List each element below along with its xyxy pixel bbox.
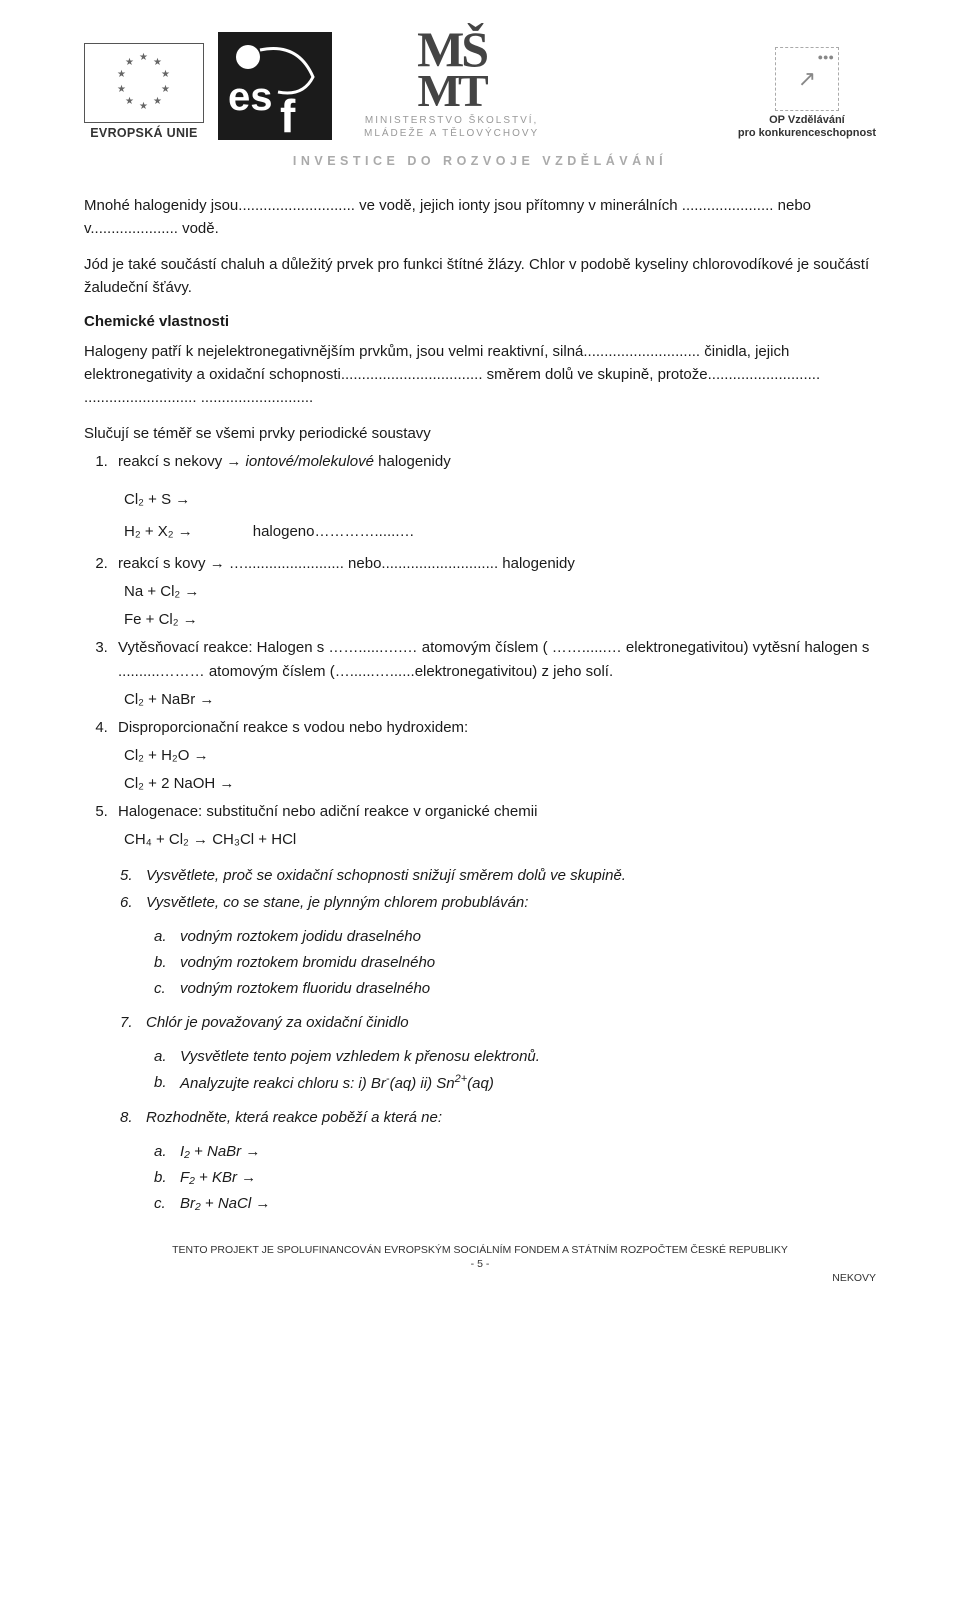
q6c: c.vodným roztokem fluoridu draselného: [154, 977, 876, 1001]
svg-text:es: es: [228, 75, 273, 119]
q6c-text: vodným roztokem fluoridu draselného: [180, 977, 430, 1001]
q6-sublist: a.vodným roztokem jodidu draselného b.vo…: [84, 925, 876, 1001]
q8c-text: Br₂ + NaCl →: [180, 1192, 270, 1216]
li3-text: Vytěsňovací reakce: Halogen s ……......….…: [118, 639, 869, 680]
reaction-item-1: reakcí s nekovy → iontové/molekulové hal…: [112, 450, 876, 544]
header-logos: ★ ★ ★ ★ ★ ★ ★ ★ ★ ★ EVROPSKÁ UNIE e: [84, 28, 876, 140]
svg-text:f: f: [280, 90, 296, 140]
paragraph-1: Mnohé halogenidy jsou...................…: [84, 194, 876, 241]
q7-text: Chlór je považovaný za oxidační činidlo: [146, 1011, 409, 1035]
q6a-text: vodným roztokem jodidu draselného: [180, 925, 421, 949]
msmt-sub1: MINISTERSTVO ŠKOLSTVÍ,: [364, 114, 539, 127]
q6b-text: vodným roztokem bromidu draselného: [180, 951, 435, 975]
question-8: 8.Rozhodněte, která reakce poběží a kter…: [120, 1106, 876, 1130]
q8b: b.F₂ + KBr →: [154, 1166, 876, 1190]
invest-tagline: INVESTICE DO ROZVOJE VZDĚLÁVÁNÍ: [84, 154, 876, 168]
section-title-chem: Chemické vlastnosti: [84, 313, 876, 330]
li4-text: Disproporcionační reakce s vodou nebo hy…: [118, 719, 468, 736]
chem-eq-5: Cl₂ + NaBr →: [124, 688, 876, 712]
page-root: ★ ★ ★ ★ ★ ★ ★ ★ ★ ★ EVROPSKÁ UNIE e: [0, 0, 960, 1314]
op-arrow-icon: ↗: [798, 66, 816, 92]
paragraph-4: Slučují se téměř se všemi prvky periodic…: [84, 422, 876, 445]
li1-text-c: halogenidy: [374, 453, 451, 470]
q8b-text: F₂ + KBr →: [180, 1166, 256, 1190]
q8c: c.Br₂ + NaCl →: [154, 1192, 876, 1216]
li1-text-a: reakcí s nekovy →: [118, 453, 246, 470]
q7b-text: Analyzujte reakci chloru s: i) Br-(aq) i…: [180, 1071, 494, 1096]
msmt-bot: MT: [418, 65, 486, 116]
question-list-2: 7.Chlór je považovaný za oxidační činidl…: [84, 1011, 876, 1035]
footer-line1: TENTO PROJEKT JE SPOLUFINANCOVÁN EVROPSK…: [84, 1244, 876, 1256]
question-6: 6.Vysvětlete, co se stane, je plynným ch…: [120, 891, 876, 915]
q7b-pre: Analyzujte reakci chloru s: i) Br: [180, 1075, 386, 1092]
q7-sublist: a.Vysvětlete tento pojem vzhledem k přen…: [84, 1045, 876, 1096]
reaction-item-2: reakcí s kovy → ….......................…: [112, 552, 876, 632]
li5-text: Halogenace: substituční nebo adiční reak…: [118, 803, 537, 820]
reaction-item-5: Halogenace: substituční nebo adiční reak…: [112, 800, 876, 852]
eu-flag: ★ ★ ★ ★ ★ ★ ★ ★ ★ ★: [84, 43, 204, 123]
footer-page-num: - 5 -: [84, 1258, 876, 1270]
op-label-2: pro konkurenceschopnost: [738, 127, 876, 140]
q7b-mid: (aq) ii) Sn: [390, 1075, 455, 1092]
q6b: b.vodným roztokem bromidu draselného: [154, 951, 876, 975]
chem-eq-6: Cl₂ + H₂O →: [124, 744, 876, 768]
li2-text: reakcí s kovy → ….......................…: [118, 555, 575, 572]
chem-eq-7: Cl₂ + 2 NaOH →: [124, 772, 876, 796]
chem2-left: H₂ + X₂ →: [124, 520, 193, 544]
chem-eq-4: Fe + Cl₂ →: [124, 608, 876, 632]
q7b-post: (aq): [467, 1075, 494, 1092]
q7a-text: Vysvětlete tento pojem vzhledem k přenos…: [180, 1045, 540, 1069]
chem2-right: halogeno…………......…: [253, 520, 415, 544]
esf-logo: es f: [218, 32, 332, 140]
msmt-sub: MINISTERSTVO ŠKOLSTVÍ, MLÁDEŽE A TĚLOVÝC…: [364, 114, 539, 140]
reaction-list: reakcí s nekovy → iontové/molekulové hal…: [84, 450, 876, 852]
reaction-item-3: Vytěsňovací reakce: Halogen s ……......….…: [112, 636, 876, 712]
paragraph-3: Halogeny patří k nejelektronegativnějším…: [84, 340, 876, 410]
q5-text: Vysvětlete, proč se oxidační schopnosti …: [146, 864, 626, 888]
op-label-1: OP Vzdělávání: [738, 114, 876, 127]
chem-eq-2: H₂ + X₂ → halogeno…………......…: [124, 520, 876, 544]
msmt-glyph-2: MT: [418, 71, 486, 110]
q8-text: Rozhodněte, která reakce poběží a která …: [146, 1106, 442, 1130]
footer: TENTO PROJEKT JE SPOLUFINANCOVÁN EVROPSK…: [84, 1244, 876, 1284]
op-square: ↗ ●●●: [775, 47, 839, 111]
q6a: a.vodným roztokem jodidu draselného: [154, 925, 876, 949]
paragraph-2: Jód je také součástí chaluh a důležitý p…: [84, 253, 876, 300]
op-logo: ↗ ●●● OP Vzdělávání pro konkurenceschopn…: [738, 47, 876, 139]
q8a: a.I₂ + NaBr →: [154, 1140, 876, 1164]
reaction-item-4: Disproporcionační reakce s vodou nebo hy…: [112, 716, 876, 796]
question-5: 5.Vysvětlete, proč se oxidační schopnost…: [120, 864, 876, 888]
q7a: a.Vysvětlete tento pojem vzhledem k přen…: [154, 1045, 876, 1069]
q6-text: Vysvětlete, co se stane, je plynným chlo…: [146, 891, 528, 915]
eu-logo: ★ ★ ★ ★ ★ ★ ★ ★ ★ ★ EVROPSKÁ UNIE: [84, 43, 204, 140]
chem-eq-1: Cl₂ + S →: [124, 488, 876, 512]
eu-stars: ★ ★ ★ ★ ★ ★ ★ ★ ★ ★: [115, 54, 173, 112]
op-label: OP Vzdělávání pro konkurenceschopnost: [738, 114, 876, 139]
eu-label: EVROPSKÁ UNIE: [90, 126, 197, 140]
msmt-sub2: MLÁDEŽE A TĚLOVÝCHOVY: [364, 127, 539, 140]
question-list: 5.Vysvětlete, proč se oxidační schopnost…: [84, 864, 876, 915]
chem-eq-8: CH₄ + Cl₂ → CH₃Cl + HCl: [124, 828, 876, 852]
question-list-3: 8.Rozhodněte, která reakce poběží a kter…: [84, 1106, 876, 1130]
q8-sublist: a.I₂ + NaBr → b.F₂ + KBr → c.Br₂ + NaCl …: [84, 1140, 876, 1216]
question-7: 7.Chlór je považovaný za oxidační činidl…: [120, 1011, 876, 1035]
li1-text-b: iontové/molekulové: [246, 453, 374, 470]
q7b: b. Analyzujte reakci chloru s: i) Br-(aq…: [154, 1071, 876, 1096]
msmt-logo: MŠ MT MINISTERSTVO ŠKOLSTVÍ, MLÁDEŽE A T…: [364, 28, 539, 140]
footer-tag: NEKOVY: [84, 1272, 876, 1284]
q8a-text: I₂ + NaBr →: [180, 1140, 260, 1164]
chem-eq-3: Na + Cl₂ →: [124, 580, 876, 604]
